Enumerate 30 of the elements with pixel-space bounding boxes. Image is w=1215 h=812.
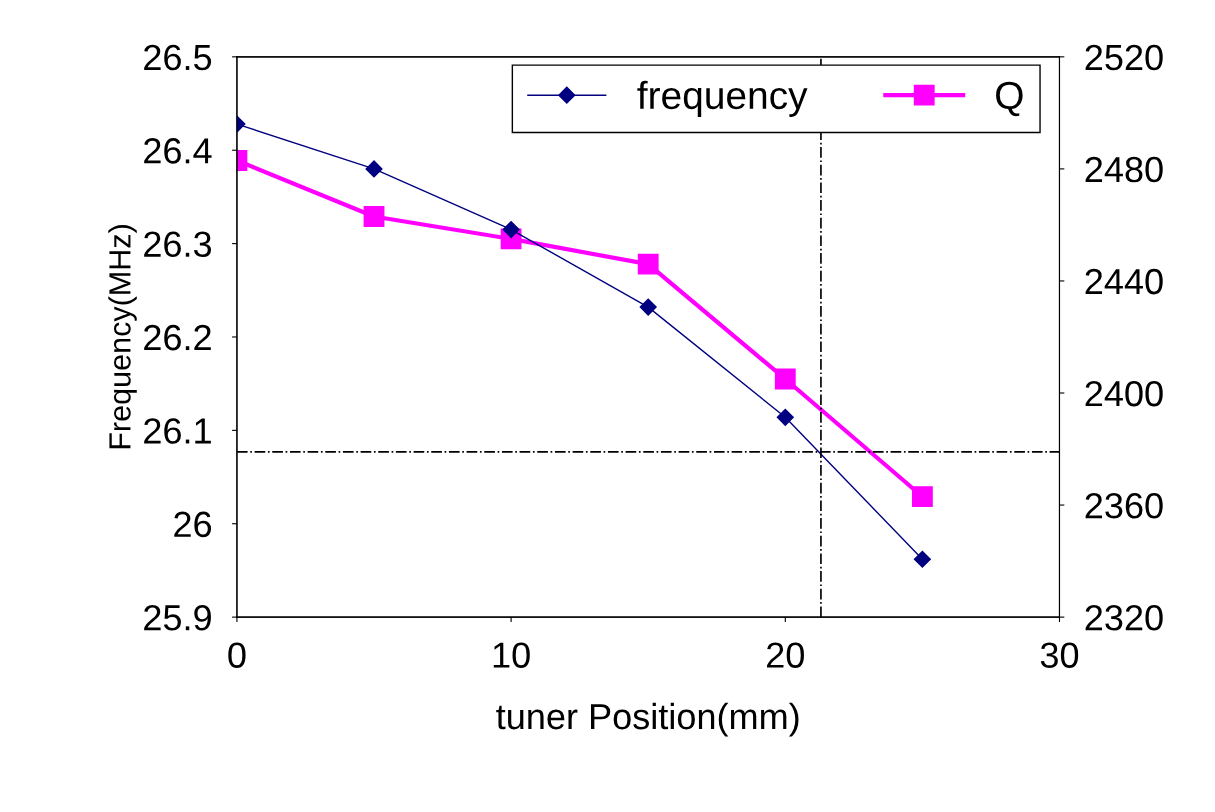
y2-tick-label: 2440: [1085, 268, 1163, 295]
y-tick-label: 26: [174, 511, 212, 538]
legend-label: frequency: [637, 80, 808, 117]
y-tick-label: 26.2: [144, 324, 211, 351]
point: [776, 408, 794, 426]
x-tick-label: 0: [228, 642, 246, 668]
y2-tick-label: 2520: [1085, 44, 1163, 71]
point: [911, 486, 933, 508]
y-tick-label: 26.1: [144, 418, 211, 444]
point: [502, 221, 520, 239]
y-tick-label: 26.5: [144, 44, 212, 71]
y2-tick-label: 2400: [1085, 380, 1163, 407]
legend-label: Q: [996, 81, 1023, 117]
point: [774, 368, 796, 390]
point: [639, 298, 657, 316]
point: [365, 160, 383, 178]
point: [913, 550, 931, 568]
y2-tick-label: 2320: [1085, 604, 1163, 631]
x-axis-title: tuner Position(mm): [496, 702, 799, 737]
y-tick-label: 25.9: [144, 604, 211, 631]
y2-tick-label: 2360: [1085, 492, 1163, 519]
y-tick-label: 26.4: [144, 138, 212, 164]
x-tick-label: 20: [767, 642, 804, 668]
x-tick-label: 10: [493, 642, 530, 668]
x-tick-label: 30: [1040, 642, 1079, 668]
y2-tick-label: 2480: [1085, 156, 1163, 183]
y-axis-title: Frequency(MHz): [108, 225, 137, 449]
point: [637, 253, 659, 275]
point: [363, 206, 385, 227]
y-tick-label: 26.3: [144, 231, 212, 258]
